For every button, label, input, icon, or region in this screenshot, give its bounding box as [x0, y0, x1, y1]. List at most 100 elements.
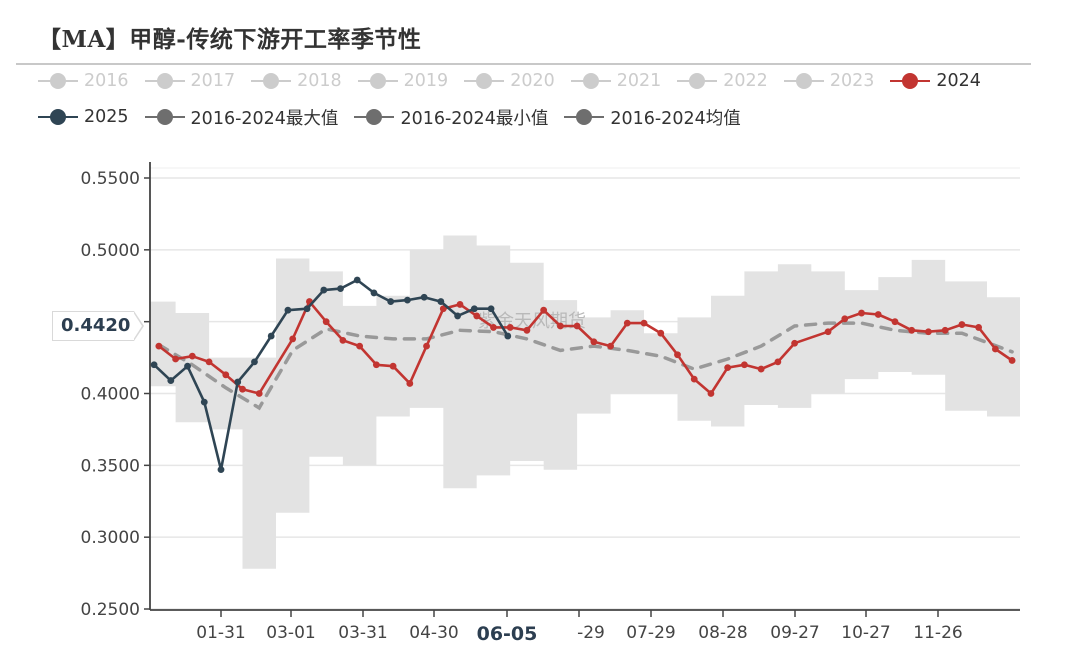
data-point[interactable]	[707, 390, 715, 397]
data-point[interactable]	[791, 339, 798, 347]
legend-label: 2023	[829, 71, 875, 91]
data-point[interactable]	[757, 365, 765, 373]
data-point[interactable]	[337, 285, 344, 293]
axis-pointer-arrow	[133, 311, 145, 341]
x-tick-label: 03-01	[266, 623, 315, 643]
legend-label: 2021	[616, 71, 662, 91]
legend-label: 2018	[297, 71, 342, 91]
data-point[interactable]	[439, 305, 447, 313]
legend-item-2016-2024-max[interactable]: 2016-2024最大值	[144, 104, 338, 130]
y-tick-label: 0.2500	[81, 600, 140, 620]
data-point[interactable]	[267, 332, 275, 340]
min-max-band	[150, 235, 1020, 569]
legend-item-2016-2024-mean[interactable]: 2016-2024均值	[564, 104, 741, 130]
x-tick-label: -29	[577, 623, 605, 643]
data-point[interactable]	[251, 358, 258, 366]
data-point[interactable]	[184, 362, 191, 370]
data-point[interactable]	[222, 371, 230, 379]
data-point[interactable]	[774, 358, 782, 366]
data-point[interactable]	[289, 335, 297, 343]
data-point[interactable]	[607, 342, 614, 350]
data-point[interactable]	[322, 318, 330, 326]
data-point[interactable]	[387, 298, 395, 305]
data-point[interactable]	[958, 321, 966, 328]
data-point[interactable]	[423, 342, 430, 350]
data-point[interactable]	[389, 362, 397, 370]
data-point[interactable]	[437, 298, 445, 305]
data-point[interactable]	[155, 342, 163, 350]
legend-item-2020[interactable]: 2020	[464, 68, 555, 94]
data-point[interactable]	[172, 355, 179, 363]
data-point[interactable]	[372, 361, 380, 369]
data-point[interactable]	[657, 329, 665, 337]
data-point[interactable]	[320, 286, 328, 294]
data-point[interactable]	[573, 322, 581, 330]
data-point[interactable]	[590, 338, 598, 346]
x-tick-label: 07-29	[626, 623, 675, 643]
legend-item-2025[interactable]: 2025	[38, 104, 129, 130]
data-point[interactable]	[941, 326, 949, 334]
data-point[interactable]	[523, 326, 531, 334]
data-point[interactable]	[456, 301, 464, 308]
legend-item-2021[interactable]: 2021	[570, 68, 662, 94]
data-point[interactable]	[674, 351, 681, 359]
legend-item-2024[interactable]: 2024	[890, 68, 981, 94]
legend-marker-icon	[564, 107, 605, 127]
data-point[interactable]	[487, 305, 495, 313]
legend-marker-icon	[570, 71, 611, 91]
legend-marker-icon	[38, 107, 78, 127]
data-point[interactable]	[640, 319, 648, 327]
data-point[interactable]	[506, 324, 514, 331]
data-point[interactable]	[908, 326, 916, 334]
legend-item-2017[interactable]: 2017	[144, 68, 235, 94]
legend-item-2019[interactable]: 2019	[357, 68, 448, 94]
data-point[interactable]	[284, 306, 292, 314]
legend-item-2022[interactable]: 2022	[677, 68, 768, 94]
data-point[interactable]	[724, 364, 732, 372]
data-point[interactable]	[239, 385, 246, 393]
data-point[interactable]	[167, 377, 175, 384]
data-point[interactable]	[473, 312, 481, 320]
data-point[interactable]	[540, 306, 548, 314]
data-point[interactable]	[470, 305, 478, 313]
legend-item-2016[interactable]: 2016	[38, 68, 129, 94]
data-point[interactable]	[454, 312, 462, 320]
data-point[interactable]	[741, 361, 748, 369]
data-point[interactable]	[1008, 357, 1016, 364]
data-point[interactable]	[991, 345, 999, 353]
data-point[interactable]	[891, 318, 899, 326]
data-point[interactable]	[370, 289, 378, 297]
data-point[interactable]	[490, 324, 497, 331]
data-point[interactable]	[874, 311, 882, 318]
data-point[interactable]	[303, 305, 311, 313]
legend-label: 2016-2024最小值	[400, 108, 549, 129]
data-point[interactable]	[200, 398, 208, 406]
legend-item-2016-2024-min[interactable]: 2016-2024最小值	[354, 104, 548, 130]
data-point[interactable]	[975, 324, 983, 331]
data-point[interactable]	[858, 309, 865, 317]
x-tick-label: 04-30	[409, 623, 458, 643]
data-point[interactable]	[925, 328, 932, 336]
data-point[interactable]	[339, 336, 347, 344]
data-point[interactable]	[504, 332, 512, 340]
data-point[interactable]	[188, 352, 196, 360]
data-point[interactable]	[255, 390, 263, 397]
data-point[interactable]	[404, 296, 411, 304]
data-point[interactable]	[841, 315, 849, 323]
data-point[interactable]	[824, 328, 832, 336]
data-point[interactable]	[420, 293, 428, 301]
data-point[interactable]	[150, 361, 158, 369]
legend-marker-icon	[144, 71, 185, 91]
legend-item-2018[interactable]: 2018	[251, 68, 342, 94]
data-point[interactable]	[234, 378, 242, 386]
data-point[interactable]	[406, 380, 414, 387]
data-point[interactable]	[353, 276, 361, 284]
data-point[interactable]	[217, 466, 225, 474]
data-point[interactable]	[205, 358, 213, 366]
data-point[interactable]	[623, 319, 631, 327]
axes	[149, 162, 1020, 611]
data-point[interactable]	[690, 375, 698, 383]
data-point[interactable]	[556, 322, 564, 330]
data-point[interactable]	[356, 342, 364, 350]
legend-item-2023[interactable]: 2023	[783, 68, 875, 94]
